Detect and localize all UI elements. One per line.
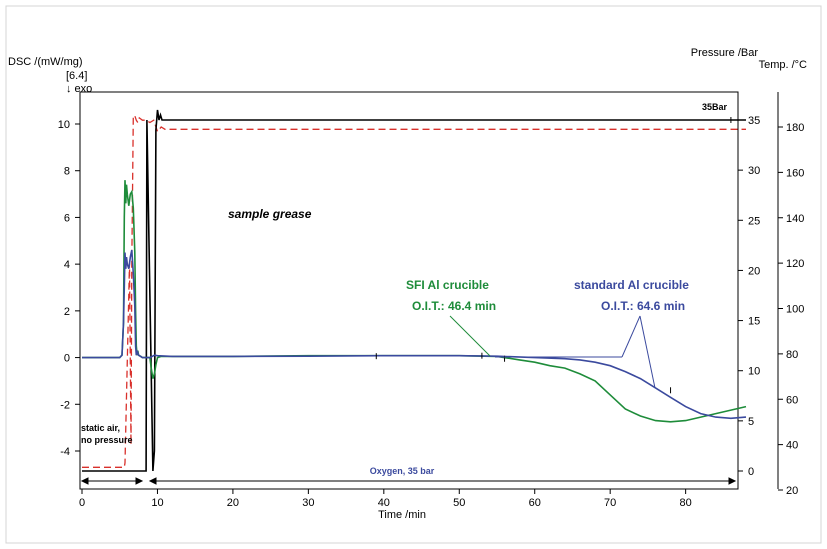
- x-tick-label: 80: [680, 497, 692, 509]
- pressure-tick-label: 35: [748, 115, 760, 127]
- x-axis-label: Time /min: [378, 509, 426, 521]
- temp-tick-label: 40: [786, 440, 798, 452]
- temp-tick-label: 140: [786, 213, 804, 225]
- pressure-axis-label: Pressure /Bar: [691, 47, 759, 59]
- temp-axis-label: Temp. /°C: [759, 59, 807, 71]
- left-tick-label: -2: [60, 399, 70, 411]
- pressure-tick-label: 5: [748, 416, 754, 428]
- x-ticks: 0 10 20 30 40 50 60 70 80: [79, 489, 692, 509]
- std-oit: O.I.T.: 64.6 min: [601, 299, 685, 313]
- left-axis-label: DSC /(mW/mg): [8, 56, 83, 68]
- sfi-label: SFI Al crucible: [406, 278, 489, 292]
- temp-tick-label: 120: [786, 258, 804, 270]
- pressure-tick-label: 0: [748, 466, 754, 478]
- temp-tick-label: 100: [786, 304, 804, 316]
- sfi-leader-line: [449, 315, 491, 357]
- std-leader-line-1: [621, 315, 641, 358]
- sfi-oit: O.I.T.: 46.4 min: [412, 299, 496, 313]
- markers: [375, 117, 732, 394]
- pressure-line: [82, 109, 746, 472]
- pressure-tick-label: 15: [748, 316, 760, 328]
- pressure-tick-label: 20: [748, 265, 760, 277]
- left-tick-label: 0: [64, 353, 70, 365]
- x-tick-label: 70: [604, 497, 616, 509]
- pressure-tick-label: 30: [748, 165, 760, 177]
- left-tick-label: 6: [64, 212, 70, 224]
- outer-frame: [5, 5, 822, 544]
- x-tick-label: 20: [227, 497, 239, 509]
- left-tick-label: 8: [64, 166, 70, 178]
- x-tick-label: 0: [79, 497, 85, 509]
- sfi-al-crucible-line: [82, 180, 747, 423]
- left-tick-label: 4: [64, 259, 70, 271]
- x-tick-label: 30: [302, 497, 314, 509]
- x-tick-label: 40: [378, 497, 390, 509]
- x-tick-label: 60: [529, 497, 541, 509]
- temp-y-ticks: 180 160 140 120 100 80 60 40 20: [778, 122, 804, 497]
- pressure-y-ticks: 35 30 25 20 15 10 5 0: [738, 115, 760, 478]
- static-air-arrow: [80, 477, 144, 485]
- temp-tick-label: 80: [786, 349, 798, 361]
- exo-label: ↓ exo: [66, 83, 92, 95]
- x-tick-label: 50: [453, 497, 465, 509]
- standard-al-crucible-line: [82, 249, 747, 420]
- x-tick-label: 10: [151, 497, 163, 509]
- oxygen-arrow: [148, 477, 737, 485]
- pressure-tick-label: 10: [748, 366, 760, 378]
- static-air-label-2: no pressure: [81, 435, 133, 445]
- pressure-35bar-label: 35Bar: [702, 102, 728, 112]
- temp-tick-label: 180: [786, 122, 804, 134]
- left-tick-label: -4: [60, 446, 70, 458]
- static-air-label-1: static air,: [81, 423, 120, 433]
- left-tick-label: 2: [64, 306, 70, 318]
- oxygen-label: Oxygen, 35 bar: [370, 466, 435, 476]
- plot-area: [79, 91, 739, 490]
- left-axis-extra: [6.4]: [66, 70, 87, 82]
- std-label: standard Al crucible: [574, 278, 689, 292]
- temp-tick-label: 20: [786, 485, 798, 497]
- temperature-line: [82, 115, 746, 468]
- std-leader-line-2: [639, 315, 656, 389]
- pressure-tick-label: 25: [748, 215, 760, 227]
- left-y-ticks: 10 8 6 4 2 0 -2 -4: [58, 119, 80, 458]
- temp-tick-label: 60: [786, 394, 798, 406]
- left-tick-label: 10: [58, 119, 70, 131]
- temp-tick-label: 160: [786, 167, 804, 179]
- sample-label: sample grease: [228, 207, 312, 221]
